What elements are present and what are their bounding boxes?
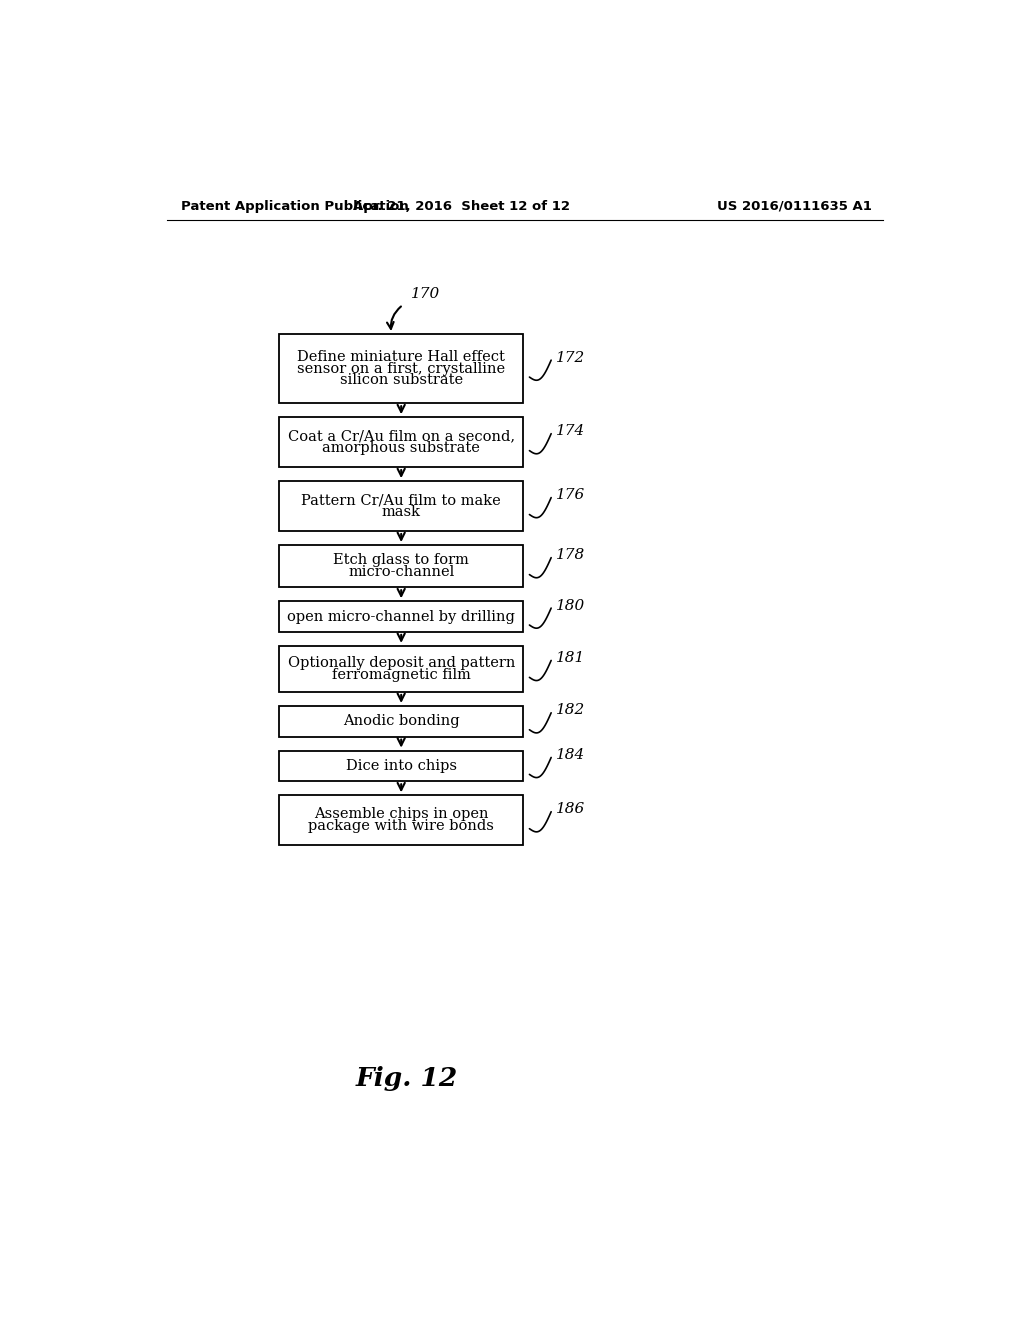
Text: 186: 186 (556, 803, 585, 817)
Text: Pattern Cr/Au film to make: Pattern Cr/Au film to make (301, 494, 501, 507)
Text: 170: 170 (411, 286, 440, 301)
Text: silicon substrate: silicon substrate (340, 374, 463, 387)
Text: Define miniature Hall effect: Define miniature Hall effect (297, 350, 505, 364)
Text: micro-channel: micro-channel (348, 565, 455, 579)
Bar (280, 545, 523, 587)
Bar (280, 645, 523, 692)
Text: Fig. 12: Fig. 12 (356, 1067, 458, 1092)
Text: 180: 180 (556, 599, 585, 612)
Bar (280, 480, 523, 531)
Bar (280, 334, 523, 404)
Text: mask: mask (382, 504, 421, 519)
Bar (280, 601, 523, 632)
Text: sensor on a first, crystalline: sensor on a first, crystalline (297, 362, 505, 376)
Text: Etch glass to form: Etch glass to form (333, 553, 469, 568)
Text: 184: 184 (556, 748, 585, 762)
Text: open micro-channel by drilling: open micro-channel by drilling (288, 610, 515, 623)
Text: 182: 182 (556, 704, 585, 718)
Bar (280, 417, 523, 467)
Text: package with wire bonds: package with wire bonds (308, 818, 495, 833)
Text: 172: 172 (556, 351, 585, 364)
Bar (280, 795, 523, 845)
Text: US 2016/0111635 A1: US 2016/0111635 A1 (717, 199, 871, 213)
Text: Patent Application Publication: Patent Application Publication (180, 199, 409, 213)
Text: Coat a Cr/Au film on a second,: Coat a Cr/Au film on a second, (288, 429, 515, 444)
Text: Assemble chips in open: Assemble chips in open (314, 808, 488, 821)
Text: 176: 176 (556, 488, 585, 503)
Text: 181: 181 (556, 651, 585, 665)
Text: ferromagnetic film: ferromagnetic film (332, 668, 471, 681)
Text: 174: 174 (556, 424, 585, 438)
Bar (280, 751, 523, 781)
Text: Anodic bonding: Anodic bonding (343, 714, 460, 729)
Bar (280, 706, 523, 737)
Text: Optionally deposit and pattern: Optionally deposit and pattern (288, 656, 515, 671)
Text: amorphous substrate: amorphous substrate (323, 441, 480, 455)
Text: 178: 178 (556, 548, 585, 562)
Text: Apr. 21, 2016  Sheet 12 of 12: Apr. 21, 2016 Sheet 12 of 12 (352, 199, 569, 213)
Text: Dice into chips: Dice into chips (346, 759, 457, 774)
